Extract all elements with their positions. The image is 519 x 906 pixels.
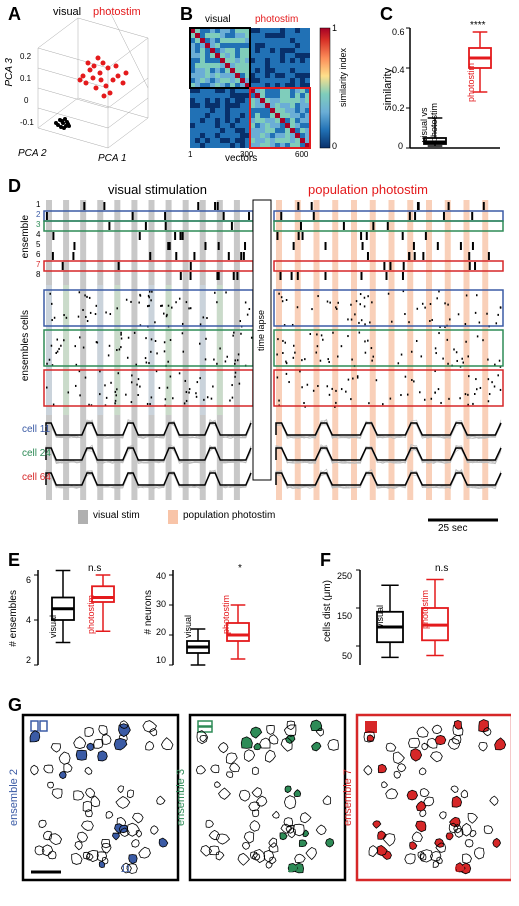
panel-d-ylabel-top: ensemble <box>20 215 31 258</box>
panel-a-ztick2: 0.1 <box>20 74 31 83</box>
panel-b-xt0: 1 <box>188 150 192 159</box>
panel-a-ztick3: 0.2 <box>20 52 31 61</box>
panel-d-e6: 6 <box>36 250 40 259</box>
panel-d-raster: visual stimulation population photostim … <box>8 180 511 540</box>
panel-f-lblv: visual <box>375 605 385 628</box>
panel-d-ylabel-mid: ensembles cells <box>20 310 31 381</box>
panel-d-e5: 5 <box>36 240 40 249</box>
panel-b-cb-bot: 0 <box>332 141 337 151</box>
panel-c-boxplot: similarity 0 0.2 0.4 0.6 **** visual vs … <box>380 8 510 168</box>
panel-e-c1t2: 6 <box>26 575 31 585</box>
panel-a-ylabel: PCA 2 <box>18 148 47 159</box>
panel-c-yt1: 0.2 <box>392 103 405 113</box>
panel-d-cell24: cell 24 <box>22 448 51 459</box>
panel-d-timelapse: time lapse <box>256 310 266 351</box>
panel-c-yt3: 0.6 <box>392 27 405 37</box>
panel-e-c2t2: 30 <box>156 599 166 609</box>
panel-b-photostim-label: photostim <box>255 14 298 25</box>
panel-f-yt0: 50 <box>342 651 352 661</box>
panel-c-sig: **** <box>470 20 486 31</box>
panel-f-lblp: photostim <box>420 590 430 629</box>
panel-a-ztick0: -0.1 <box>20 118 34 127</box>
panel-d-legend-photo: population photostim <box>183 510 275 521</box>
panel-c-yt0: 0 <box>398 141 403 151</box>
panel-f-yl: cells dist (μm) <box>322 580 333 642</box>
panel-e-lbl2v: visual <box>183 615 193 638</box>
svg-text:ensemble 2: ensemble 2 <box>8 769 20 826</box>
panel-e-lbl1v: visual <box>48 615 58 638</box>
panel-d-title-left: visual stimulation <box>108 182 207 197</box>
panel-d-e7: 7 <box>36 260 40 269</box>
panel-a-zlabel: PCA 3 <box>4 58 15 87</box>
panel-d-e1: 1 <box>36 200 40 209</box>
panel-e-c2t3: 40 <box>156 571 166 581</box>
panel-f-yt1: 150 <box>337 611 352 621</box>
panel-e-boxplots: # ensembles # neurons n.s * 2 4 6 10 20 … <box>8 555 288 685</box>
panel-e-yl2: # neurons <box>143 590 154 634</box>
panel-c-box1label: visual vs photostim <box>420 103 440 142</box>
panel-e-c1t0: 2 <box>26 655 31 665</box>
panel-b-xt2: 600 <box>295 150 308 159</box>
svg-text:11: 11 <box>121 864 132 875</box>
panel-f-sig: n.s <box>435 563 448 574</box>
panel-g-maps: ensemble 2 11 ensemble 3 24 ensemble 7 64 <box>8 700 511 895</box>
panel-d-e8: 8 <box>36 270 40 279</box>
panel-d-scalebar: 25 sec <box>438 523 467 534</box>
panel-a-3d-scatter: visual photostim PCA 1 PCA 2 PCA 3 -0.1 … <box>8 8 168 168</box>
panel-d-legend-visual: visual stim <box>93 510 140 521</box>
panel-b-heatmap: visual photostim vectors 1 300 600 1 0 s… <box>180 8 360 168</box>
svg-text:64: 64 <box>455 864 467 875</box>
panel-d-cell11: cell 11 <box>22 424 50 435</box>
panel-e-sig1: n.s <box>88 563 101 574</box>
panel-e-c2t1: 20 <box>156 627 166 637</box>
panel-a-ztick1: 0 <box>24 96 28 105</box>
panel-e-c1t1: 4 <box>26 615 31 625</box>
panel-d-e2: 2 <box>36 210 40 219</box>
panel-e-yl1: # ensembles <box>8 590 19 647</box>
panel-b-cb-title: similarity index <box>338 48 348 107</box>
panel-d-title-right: population photostim <box>308 182 428 197</box>
panel-e-lbl1p: photostim <box>86 595 96 634</box>
panel-f-boxplot: cells dist (μm) n.s 50 150 250 visual ph… <box>320 555 510 685</box>
panel-e-lbl2p: photostim <box>221 595 231 634</box>
svg-text:ensemble 7: ensemble 7 <box>342 769 354 826</box>
panel-d-cell64: cell 64 <box>22 472 51 483</box>
panel-f-yt2: 250 <box>337 571 352 581</box>
panel-e-sig2: * <box>238 563 242 574</box>
panel-a-xlabel: PCA 1 <box>98 153 127 164</box>
panel-d-e4: 4 <box>36 230 40 239</box>
panel-a-visual-label: visual <box>53 6 81 18</box>
svg-text:24: 24 <box>288 864 300 875</box>
panel-c-box2label: photostim <box>466 63 476 102</box>
panel-b-xt1: 300 <box>240 150 253 159</box>
svg-text:ensemble 3: ensemble 3 <box>175 769 187 826</box>
panel-b-cb-top: 1 <box>332 23 337 33</box>
panel-c-yt2: 0.4 <box>392 65 405 75</box>
panel-d-e3: 3 <box>36 220 40 229</box>
panel-b-visual-label: visual <box>205 14 231 25</box>
panel-e-c2t0: 10 <box>156 655 166 665</box>
panel-a-photostim-label: photostim <box>93 6 141 18</box>
